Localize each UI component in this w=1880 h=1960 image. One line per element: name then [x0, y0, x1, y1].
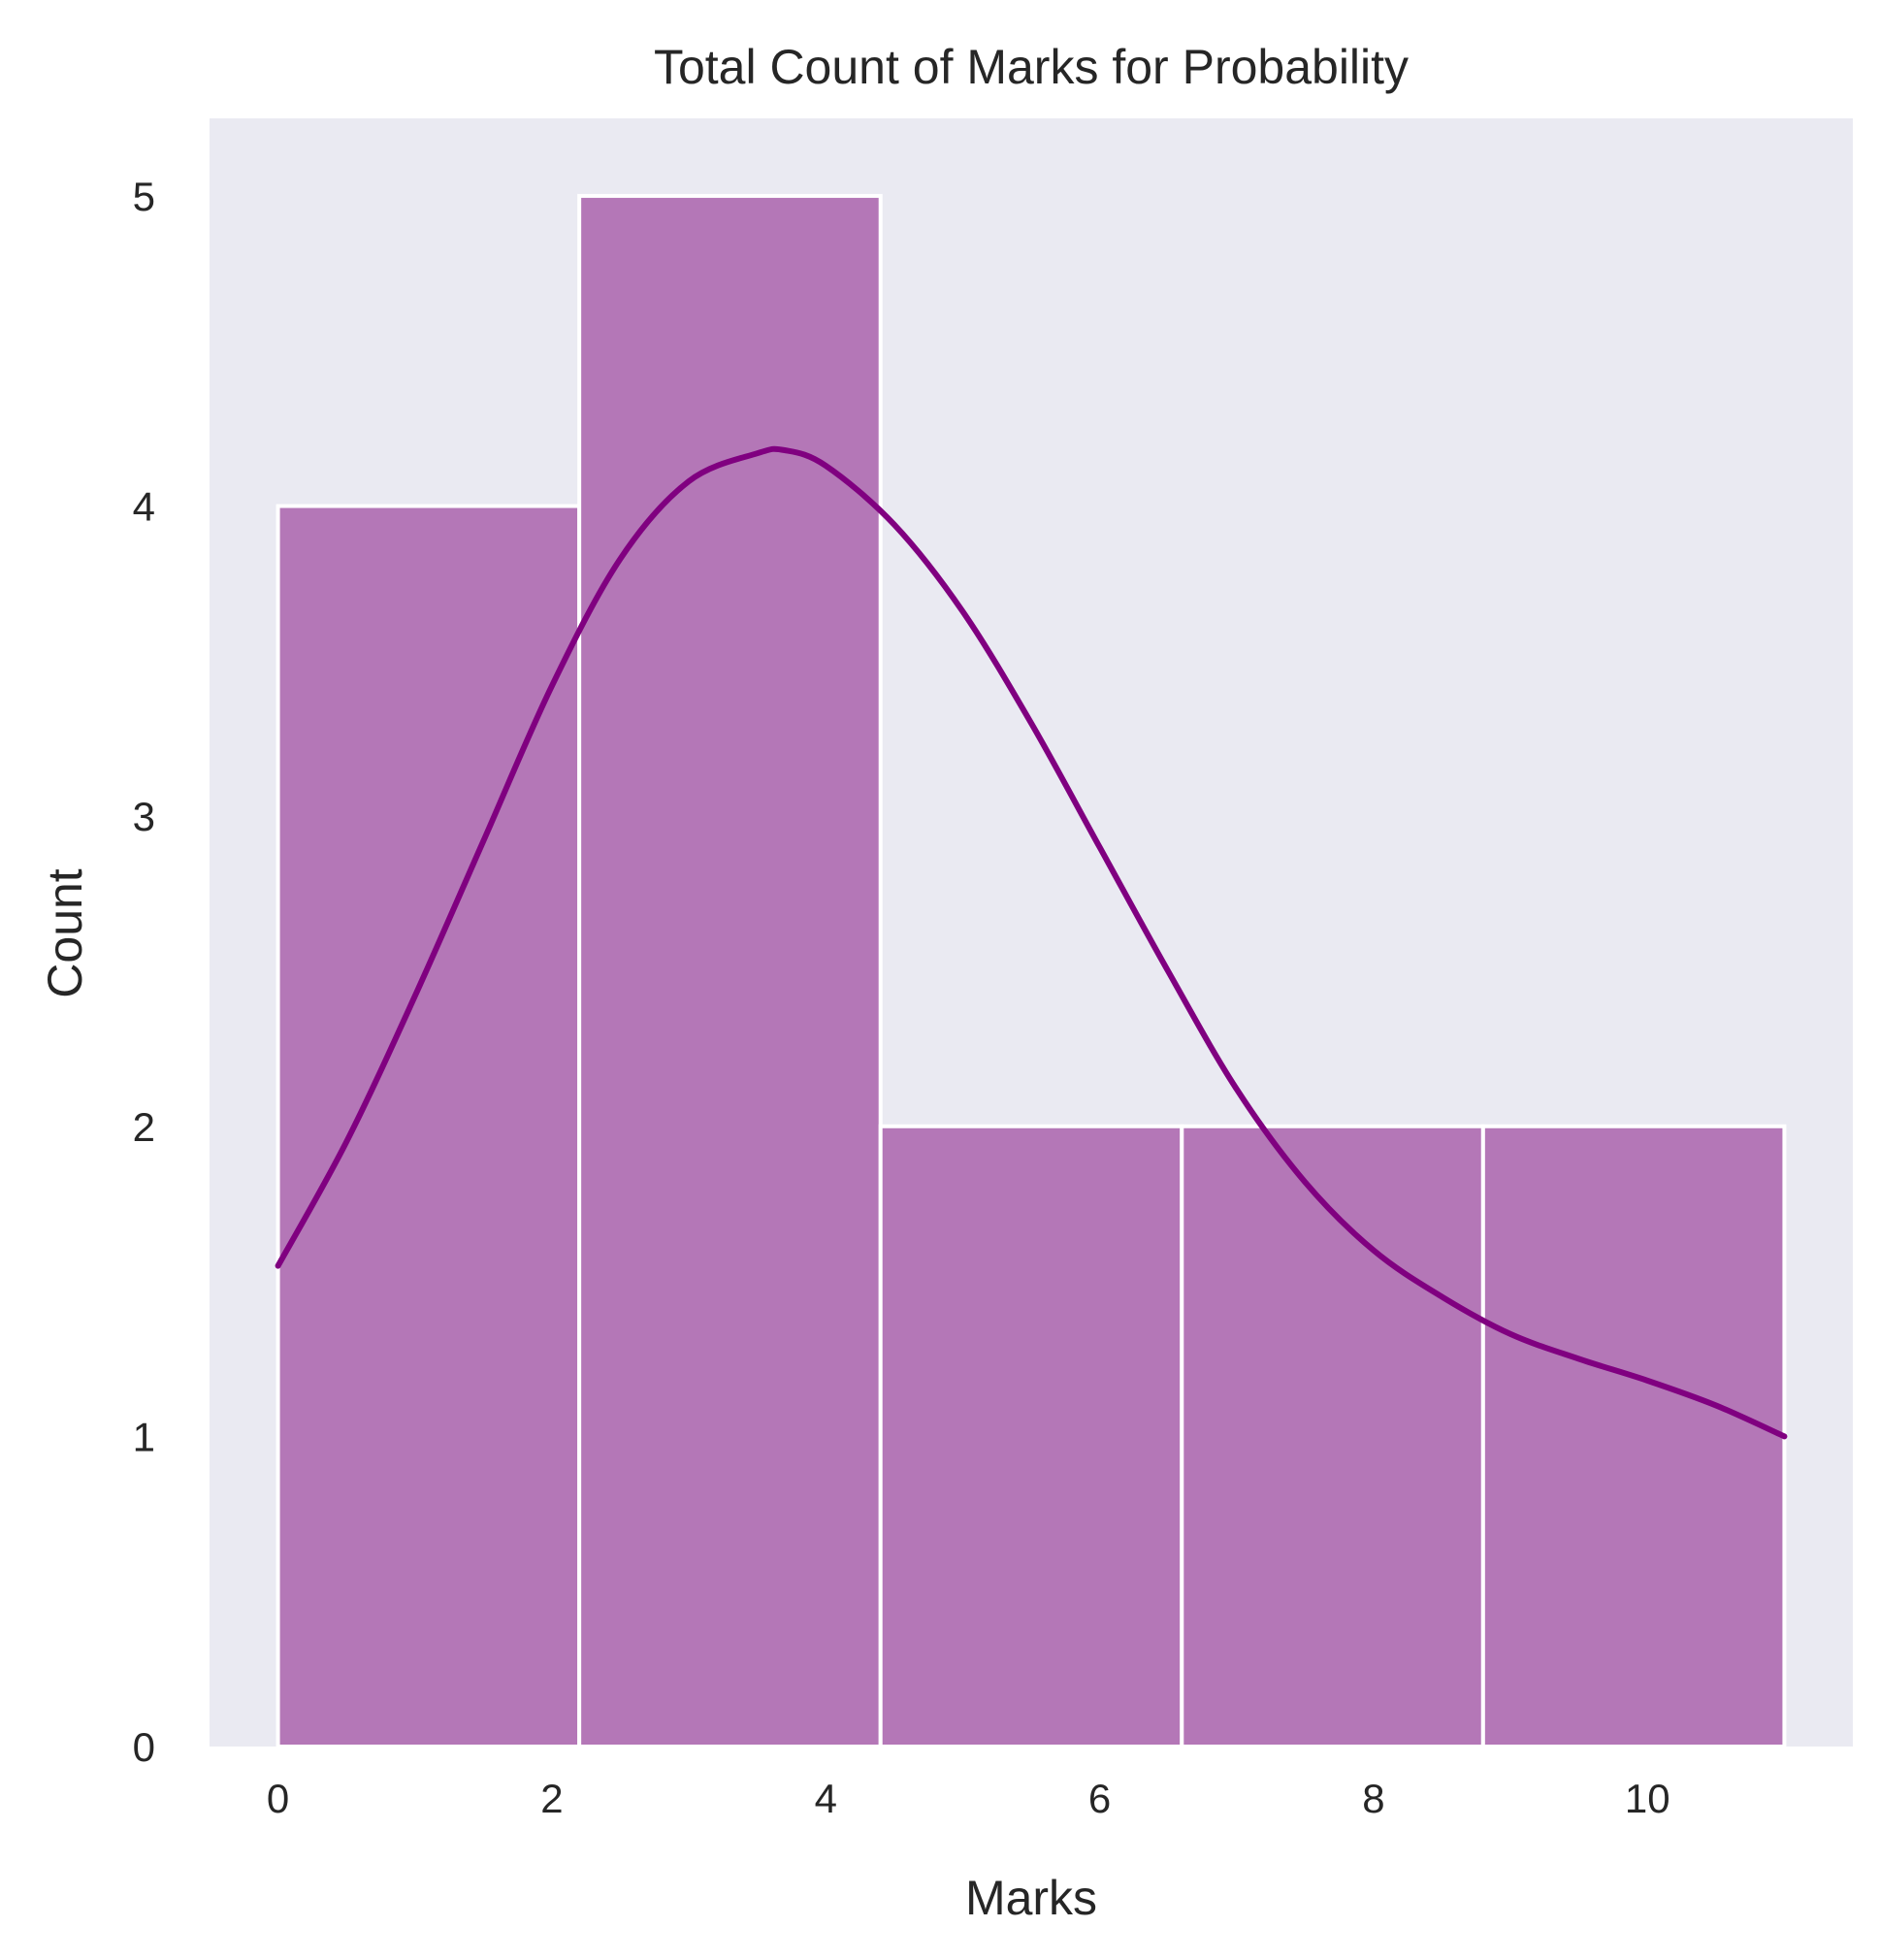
- y-tick-label: 4: [133, 484, 155, 530]
- x-tick-label: 2: [540, 1776, 563, 1821]
- x-axis-label: Marks: [965, 1871, 1097, 1925]
- y-tick-label: 0: [133, 1724, 155, 1770]
- y-tick-label: 1: [133, 1414, 155, 1459]
- x-tick-label: 10: [1625, 1776, 1670, 1821]
- bars-group: [276, 193, 1787, 1749]
- y-tick-label: 3: [133, 794, 155, 839]
- y-tick-label: 5: [133, 174, 155, 219]
- x-tick-labels: 0 2 4 6 8 10: [267, 1776, 1670, 1821]
- histogram-bar-1: [276, 504, 582, 1748]
- histogram-bar-2: [577, 193, 883, 1748]
- x-tick-label: 8: [1362, 1776, 1384, 1821]
- histogram-bar-3: [878, 1124, 1184, 1749]
- histogram-bar-4: [1180, 1124, 1485, 1749]
- kde-line: [275, 445, 1788, 1440]
- chart-title: Total Count of Marks for Probability: [654, 40, 1409, 94]
- histogram-bar-5: [1480, 1124, 1787, 1749]
- y-tick-labels: 0 1 2 3 4 5: [133, 174, 155, 1770]
- x-tick-label: 6: [1088, 1776, 1111, 1821]
- y-axis-label: Count: [38, 868, 92, 998]
- x-tick-label: 4: [815, 1776, 837, 1821]
- y-tick-label: 2: [133, 1104, 155, 1150]
- x-tick-label: 0: [267, 1776, 289, 1821]
